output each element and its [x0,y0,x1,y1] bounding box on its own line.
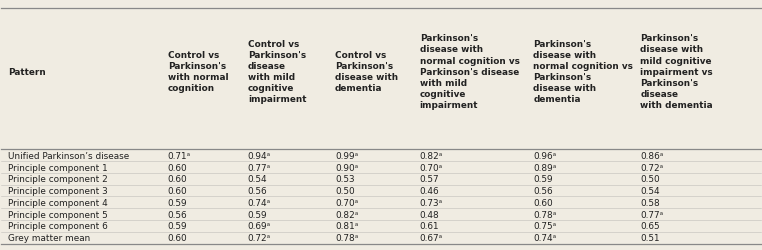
Text: 0.74ᵃ: 0.74ᵃ [533,233,556,242]
Text: 0.60: 0.60 [168,233,187,242]
Text: 0.81ᵃ: 0.81ᵃ [335,222,358,230]
Text: 0.82ᵃ: 0.82ᵃ [420,151,443,160]
Text: 0.73ᵃ: 0.73ᵃ [420,198,443,207]
Text: 0.59: 0.59 [248,210,267,219]
Text: 0.71ᵃ: 0.71ᵃ [168,151,191,160]
Text: Principle component 3: Principle component 3 [8,186,107,195]
Text: 0.60: 0.60 [533,198,553,207]
Text: 0.94ᵃ: 0.94ᵃ [248,151,271,160]
Text: 0.57: 0.57 [420,174,440,184]
Text: Grey matter mean: Grey matter mean [8,233,90,242]
Text: 0.77ᵃ: 0.77ᵃ [248,163,271,172]
Text: 0.82ᵃ: 0.82ᵃ [335,210,358,219]
Text: Principle component 6: Principle component 6 [8,222,107,230]
Text: 0.72ᵃ: 0.72ᵃ [640,163,664,172]
Text: 0.59: 0.59 [533,174,553,184]
Text: 0.70ᵃ: 0.70ᵃ [420,163,443,172]
Text: Principle component 1: Principle component 1 [8,163,107,172]
Text: 0.90ᵃ: 0.90ᵃ [335,163,358,172]
Text: 0.56: 0.56 [248,186,267,195]
Text: 0.99ᵃ: 0.99ᵃ [335,151,358,160]
Text: Principle component 5: Principle component 5 [8,210,107,219]
Text: Control vs
Parkinson's
disease
with mild
cognitive
impairment: Control vs Parkinson's disease with mild… [248,40,306,104]
Text: 0.69ᵃ: 0.69ᵃ [248,222,271,230]
Text: 0.59: 0.59 [168,222,187,230]
Text: 0.56: 0.56 [168,210,187,219]
Text: Parkinson's
disease with
mild cognitive
impairment vs
Parkinson's
disease
with d: Parkinson's disease with mild cognitive … [640,34,713,110]
Text: 0.46: 0.46 [420,186,440,195]
Text: 0.50: 0.50 [335,186,354,195]
Text: 0.96ᵃ: 0.96ᵃ [533,151,556,160]
Text: 0.78ᵃ: 0.78ᵃ [533,210,556,219]
Text: 0.78ᵃ: 0.78ᵃ [335,233,358,242]
Text: 0.77ᵃ: 0.77ᵃ [640,210,664,219]
Text: 0.70ᵃ: 0.70ᵃ [335,198,358,207]
Text: 0.48: 0.48 [420,210,440,219]
Text: 0.56: 0.56 [533,186,553,195]
Text: 0.58: 0.58 [640,198,660,207]
Text: 0.60: 0.60 [168,186,187,195]
Text: 0.60: 0.60 [168,163,187,172]
Text: 0.72ᵃ: 0.72ᵃ [248,233,271,242]
Text: 0.59: 0.59 [168,198,187,207]
Text: 0.75ᵃ: 0.75ᵃ [533,222,556,230]
Text: 0.50: 0.50 [640,174,660,184]
Text: 0.65: 0.65 [640,222,660,230]
Text: 0.61: 0.61 [420,222,440,230]
Text: 0.74ᵃ: 0.74ᵃ [248,198,271,207]
Text: 0.86ᵃ: 0.86ᵃ [640,151,664,160]
Text: 0.67ᵃ: 0.67ᵃ [420,233,443,242]
Text: 0.54: 0.54 [640,186,660,195]
Text: Pattern: Pattern [8,67,46,76]
Text: 0.54: 0.54 [248,174,267,184]
Text: 0.60: 0.60 [168,174,187,184]
Text: 0.51: 0.51 [640,233,660,242]
Text: 0.89ᵃ: 0.89ᵃ [533,163,556,172]
Text: Parkinson's
disease with
normal cognition vs
Parkinson's disease
with mild
cogni: Parkinson's disease with normal cognitio… [420,34,520,110]
Text: Principle component 2: Principle component 2 [8,174,107,184]
Text: Control vs
Parkinson's
with normal
cognition: Control vs Parkinson's with normal cogni… [168,51,229,93]
Text: Principle component 4: Principle component 4 [8,198,107,207]
Text: Unified Parkinson’s disease: Unified Parkinson’s disease [8,151,130,160]
Text: 0.53: 0.53 [335,174,354,184]
Text: Control vs
Parkinson's
disease with
dementia: Control vs Parkinson's disease with deme… [335,51,398,93]
Text: Parkinson's
disease with
normal cognition vs
Parkinson's
disease with
dementia: Parkinson's disease with normal cognitio… [533,40,633,104]
